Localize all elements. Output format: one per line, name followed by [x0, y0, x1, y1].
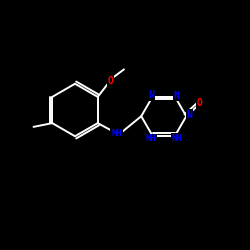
Text: NH: NH [146, 134, 156, 143]
Text: NH: NH [172, 134, 182, 143]
Text: N: N [186, 110, 192, 120]
Text: N: N [148, 90, 154, 100]
Text: N: N [173, 90, 179, 101]
Text: NH: NH [111, 129, 122, 138]
Text: O: O [107, 76, 113, 86]
Text: O: O [197, 98, 203, 108]
